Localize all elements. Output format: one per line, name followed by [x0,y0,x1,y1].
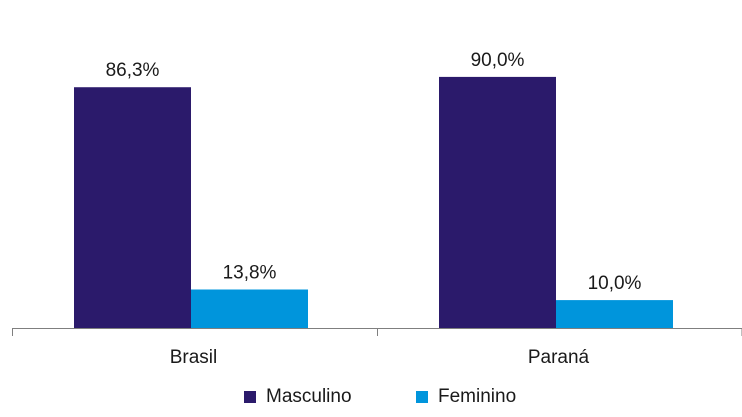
legend: Masculino Feminino [244,386,516,407]
bars-layer [74,76,673,329]
bar-masculino-0 [74,87,191,329]
legend-swatch-masculino [244,391,256,403]
x-tick-label-0: Brasil [170,347,218,368]
legend-swatch-feminino [416,391,428,403]
legend-label-feminino: Feminino [438,386,516,407]
data-labels-layer: 86,3% 13,8% 90,0% 10,0% [106,50,642,294]
data-label-feminino-1: 10,0% [588,273,642,294]
x-axis: Brasil Paraná [12,328,742,368]
data-label-feminino-0: 13,8% [223,262,277,283]
bar-feminino-1 [556,300,673,328]
data-label-masculino-1: 90,0% [471,50,525,71]
data-label-masculino-0: 86,3% [106,60,160,81]
bar-masculino-1 [439,76,556,329]
x-tick-label-1: Paraná [528,347,590,368]
bar-feminino-0 [191,289,308,328]
legend-label-masculino: Masculino [266,386,352,407]
